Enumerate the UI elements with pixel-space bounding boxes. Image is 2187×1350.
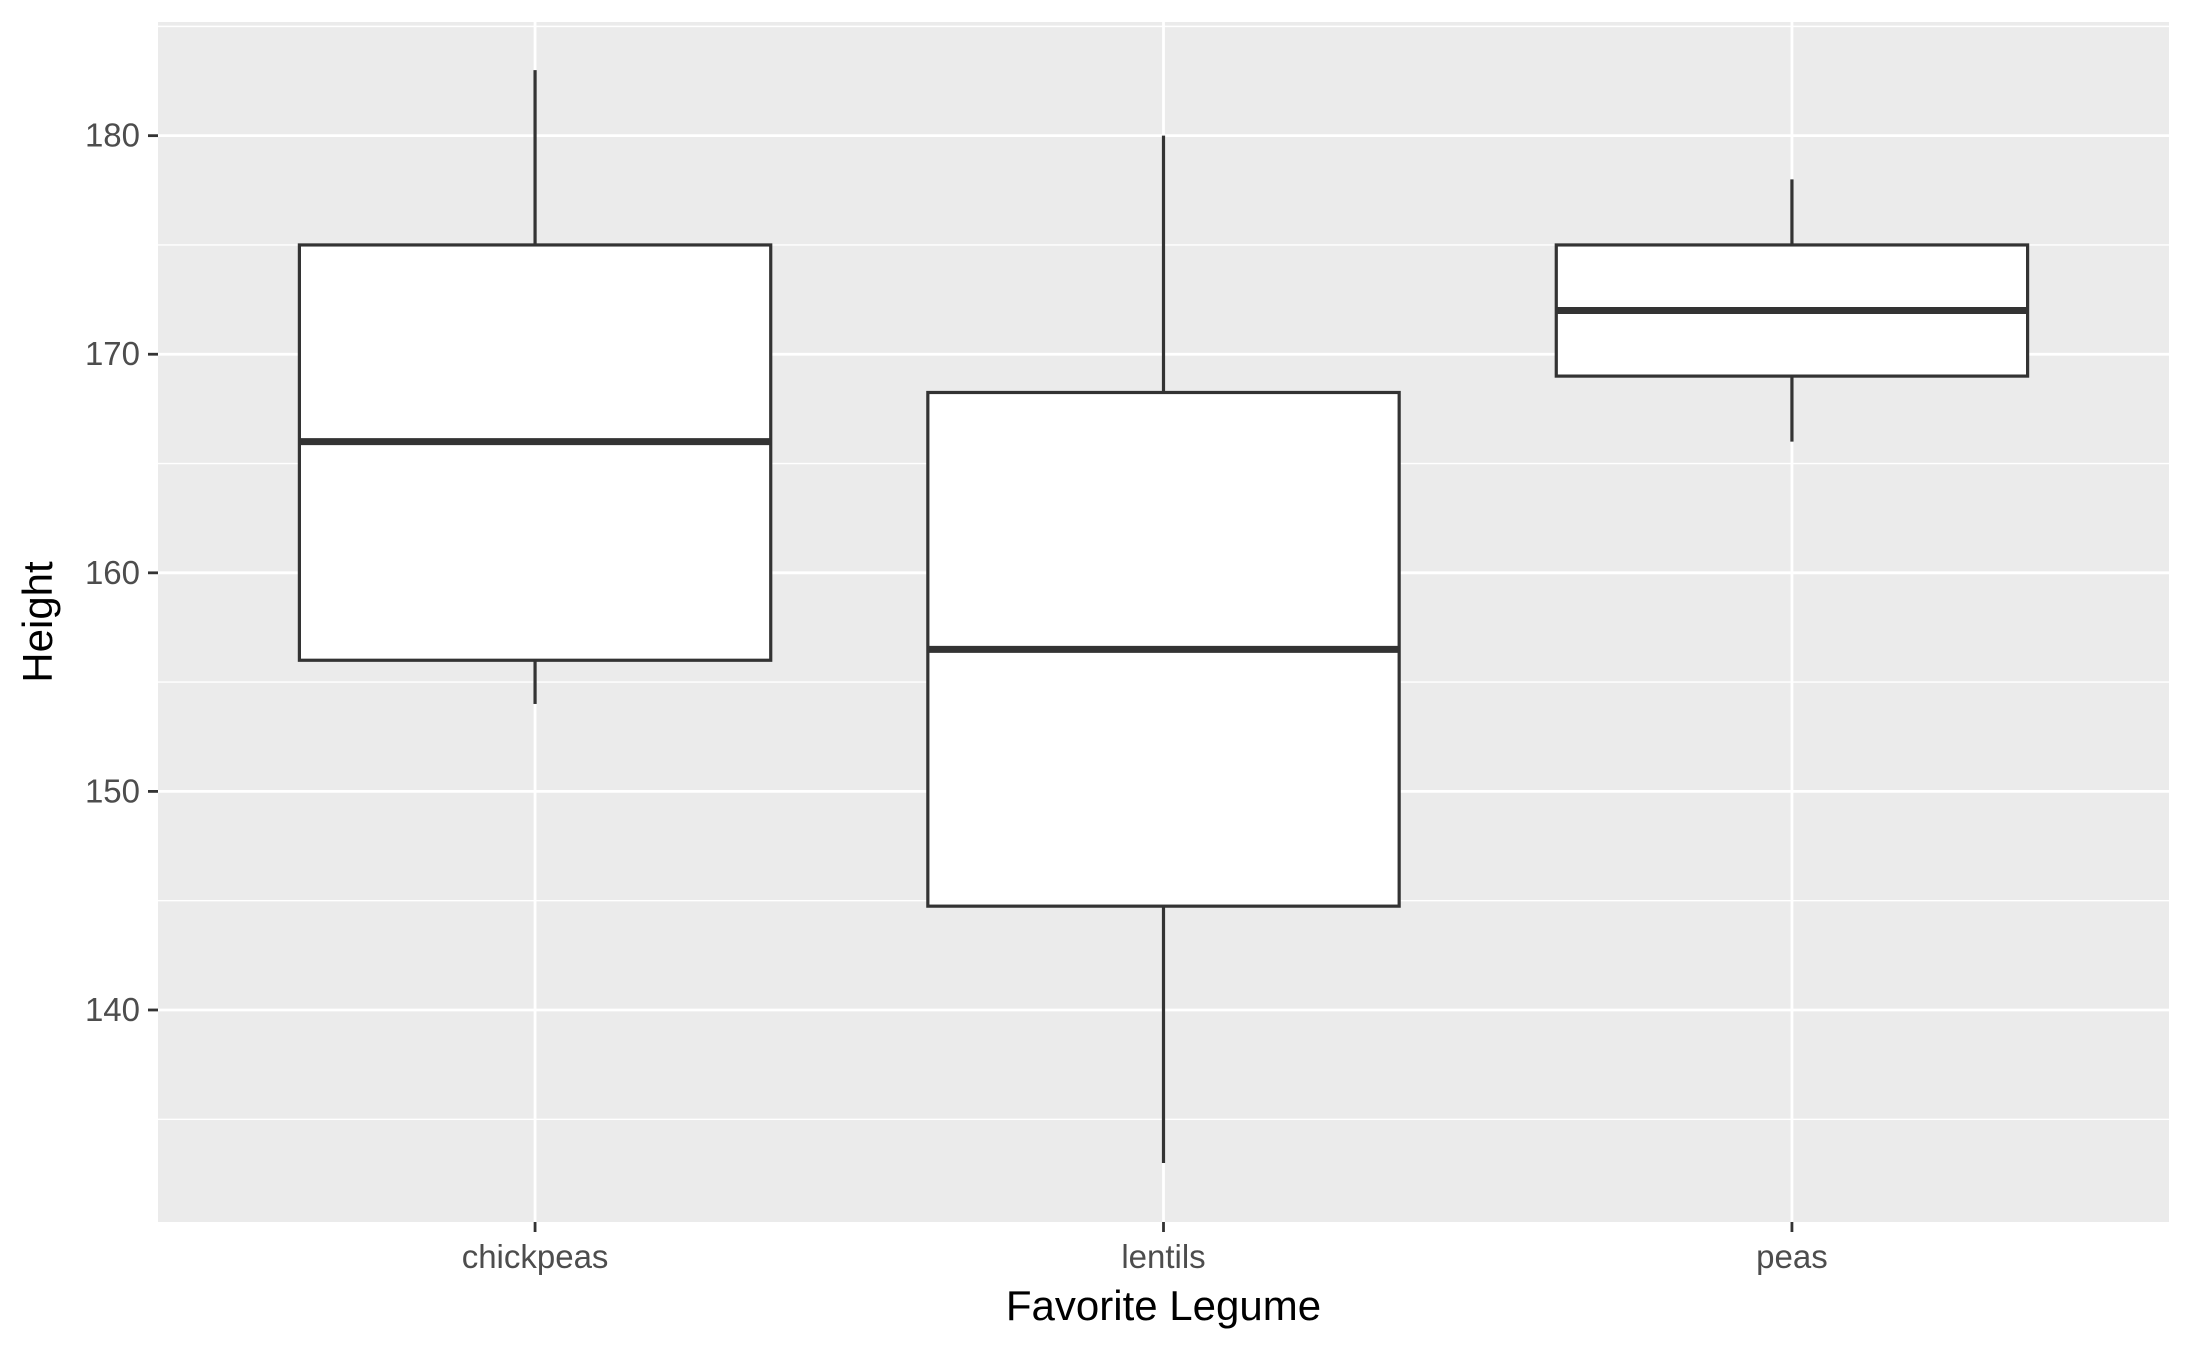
- box-group: [297, 70, 2030, 1163]
- y-axis-title: Height: [14, 561, 61, 683]
- x-axis-title: Favorite Legume: [1006, 1282, 1321, 1329]
- y-tick-label: 150: [85, 772, 140, 809]
- box-body: [297, 243, 773, 662]
- x-tick-label: lentils: [1121, 1238, 1205, 1275]
- box-peas: [1554, 179, 2030, 442]
- y-axis: 140 150 160 170 180: [85, 117, 158, 1028]
- x-axis: chickpeas lentils peas: [462, 1222, 1828, 1275]
- y-tick-label: 140: [85, 991, 140, 1028]
- y-tick-label: 160: [85, 554, 140, 591]
- y-tick-label: 180: [85, 117, 140, 154]
- y-tick-label: 170: [85, 335, 140, 372]
- box-chickpeas: [297, 70, 773, 704]
- x-tick-label: peas: [1756, 1238, 1828, 1275]
- box-lentils: [926, 135, 1401, 1163]
- x-tick-label: chickpeas: [462, 1238, 609, 1275]
